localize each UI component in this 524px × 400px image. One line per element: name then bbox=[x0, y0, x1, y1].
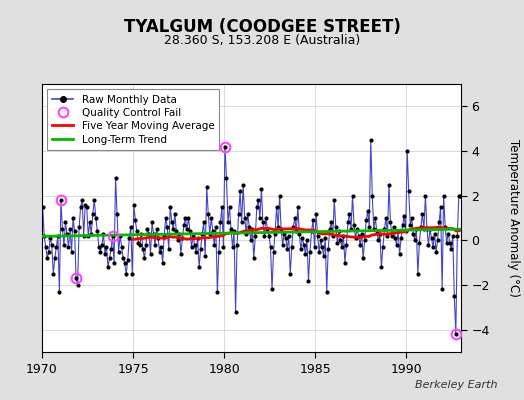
Text: 28.360 S, 153.208 E (Australia): 28.360 S, 153.208 E (Australia) bbox=[164, 34, 360, 47]
Y-axis label: Temperature Anomaly (°C): Temperature Anomaly (°C) bbox=[507, 139, 520, 297]
Legend: Raw Monthly Data, Quality Control Fail, Five Year Moving Average, Long-Term Tren: Raw Monthly Data, Quality Control Fail, … bbox=[47, 89, 220, 150]
Text: Berkeley Earth: Berkeley Earth bbox=[416, 380, 498, 390]
Text: TYALGUM (COODGEE STREET): TYALGUM (COODGEE STREET) bbox=[124, 18, 400, 36]
